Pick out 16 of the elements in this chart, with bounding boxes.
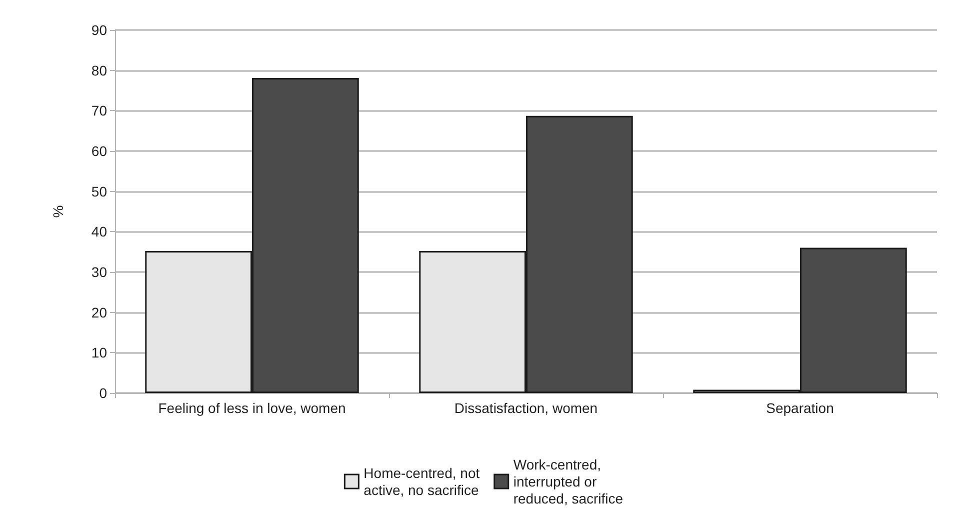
y-tick-label: 30 [91,264,108,280]
y-tick-label: 90 [91,22,108,38]
y-tick-label: 20 [91,304,108,320]
y-tick-label: 60 [91,143,108,159]
y-axis-title: % [50,205,66,218]
legend-label: Home-centred, not active, no sacrifice [364,465,480,498]
y-tick-label: 80 [91,62,108,78]
y-tick-label: 70 [91,102,108,119]
legend-label: Work-centred, interrupted or reduced, sacrifice [513,456,624,506]
y-tick-label: 10 [91,344,108,361]
x-tick-label: Dissatisfaction, women [454,400,598,416]
y-tick-label: 40 [91,224,108,240]
y-tick-label: 0 [99,385,108,401]
x-tick-label: Separation [766,400,834,416]
x-tick-label: Feeling of less in love, women [158,400,346,416]
y-tick-label: 50 [91,183,108,200]
